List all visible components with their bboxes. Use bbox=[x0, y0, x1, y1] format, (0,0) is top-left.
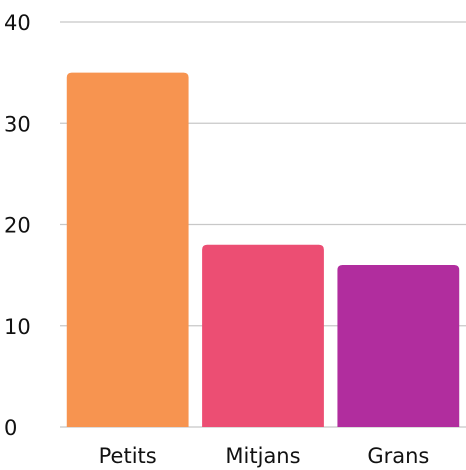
y-tick-label: 30 bbox=[4, 112, 31, 136]
x-axis-category-labels: Petits Mitjans Grans bbox=[99, 444, 430, 468]
y-tick-label: 0 bbox=[4, 416, 17, 440]
bar-grans bbox=[337, 265, 460, 427]
bar-petits bbox=[66, 72, 189, 427]
x-category-label: Grans bbox=[367, 444, 429, 468]
bars bbox=[66, 72, 460, 427]
y-axis-tick-labels: 0 10 20 30 40 bbox=[4, 11, 31, 440]
x-category-label: Petits bbox=[99, 444, 157, 468]
bar-mitjans bbox=[202, 244, 324, 427]
y-tick-label: 20 bbox=[4, 214, 31, 238]
y-tick-label: 10 bbox=[4, 315, 31, 339]
x-category-label: Mitjans bbox=[225, 444, 300, 468]
y-tick-label: 40 bbox=[4, 11, 31, 35]
